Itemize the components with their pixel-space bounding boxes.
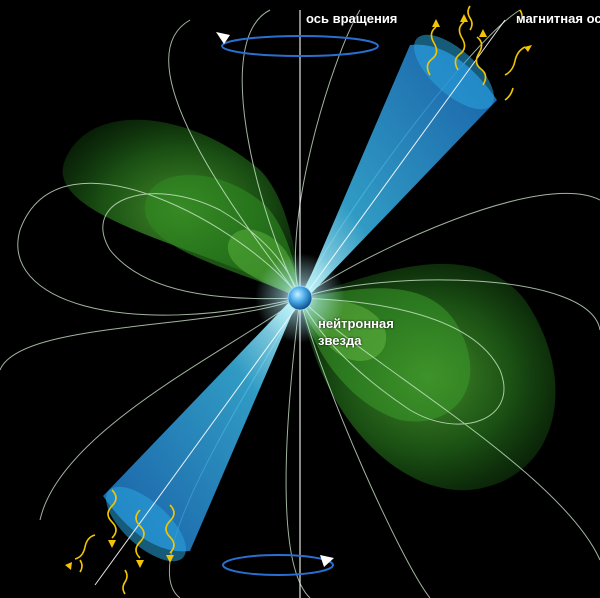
neutron-star xyxy=(287,285,313,311)
radiation-waves-upper xyxy=(426,5,526,101)
neutron-star-label-line2: звезда xyxy=(318,333,362,348)
radiation-arrowheads-upper xyxy=(432,14,532,52)
curved-arrow-left-icon xyxy=(216,32,379,57)
radiation-arrowheads-lower xyxy=(65,540,174,570)
magnetic-field-lobes xyxy=(62,119,556,491)
beam-upper xyxy=(302,44,497,300)
radiation-beams xyxy=(103,34,497,562)
curved-arrow-right-icon xyxy=(222,554,334,576)
beam-lower xyxy=(103,296,298,552)
magnetic-axis-label: магнитная ось xyxy=(516,11,600,26)
radiation-waves-lower xyxy=(74,489,175,595)
field-lobe-mid-lower xyxy=(300,288,471,422)
neutron-star-label-line1: нейтронная xyxy=(318,316,394,331)
beam-lower-mouth xyxy=(106,486,186,562)
rotation-axis-label: ось вращения xyxy=(306,11,398,26)
neutron-star-label: нейтронная звезда xyxy=(318,315,394,349)
beam-upper-mouth xyxy=(414,34,494,110)
